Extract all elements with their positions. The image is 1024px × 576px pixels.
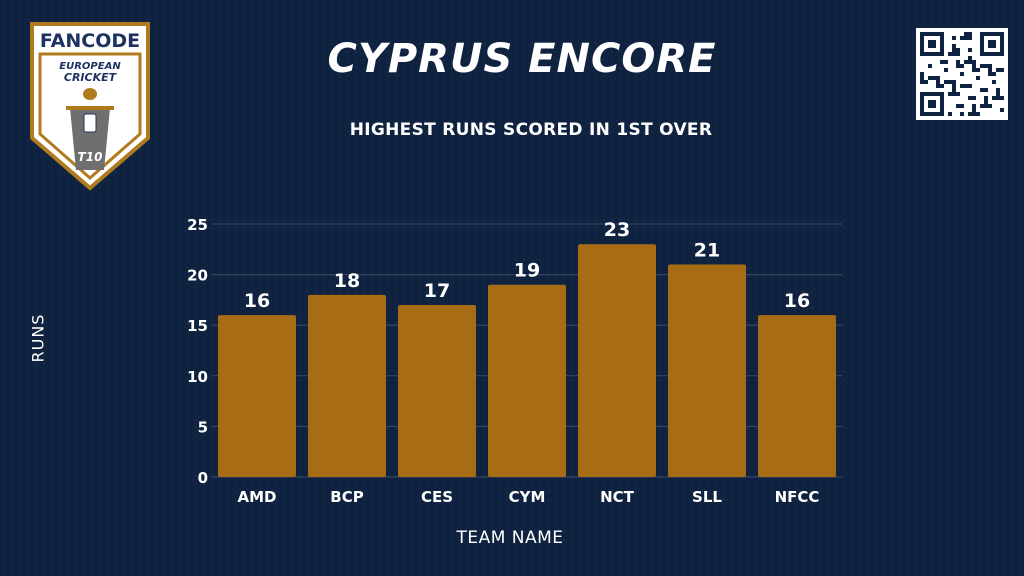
bar-amd [218,315,296,477]
fancode-european-cricket-logo: FANCODE EUROPEAN CRICKET T10 [30,22,150,191]
bar-ces [398,304,476,477]
logo-brand-text: FANCODE [40,30,140,52]
bar-bcp [308,294,386,477]
data-label-bcp: 18 [334,270,360,292]
y-tick-label: 25 [187,216,208,234]
data-label-cym: 19 [514,260,540,282]
data-label-sll: 21 [694,239,720,261]
chart-subtitle: HIGHEST RUNS SCORED IN 1ST OVER [349,120,713,140]
x-tick-label-amd: AMD [238,488,277,506]
y-axis-label: RUNS [28,313,48,363]
bar-nct [578,244,656,477]
bar-nfcc [758,315,836,477]
y-tick-label: 5 [198,418,208,436]
y-tick-label: 20 [187,267,208,285]
x-tick-label-sll: SLL [692,488,722,506]
x-tick-label-nct: NCT [600,488,635,506]
page-title: CYPRUS ENCORE [327,36,717,82]
bar-sll [668,264,746,477]
logo-line2: CRICKET [64,71,118,84]
x-tick-label-bcp: BCP [330,488,363,506]
data-label-amd: 16 [244,290,270,312]
logo-line1: EUROPEAN [59,61,121,72]
x-tick-label-cym: CYM [509,488,546,506]
qr-code-icon [916,28,1008,120]
bar-cym [488,284,566,477]
y-tick-label: 15 [187,317,208,335]
y-tick-label: 0 [198,469,208,487]
x-axis-label: TEAM NAME [456,528,564,548]
x-tick-label-ces: CES [421,488,453,506]
data-label-nct: 23 [604,219,630,241]
data-label-nfcc: 16 [784,290,810,312]
logo-badge: T10 [78,150,103,164]
y-tick-label: 10 [187,368,208,386]
x-tick-label-nfcc: NFCC [775,488,820,506]
data-label-ces: 17 [424,280,450,302]
